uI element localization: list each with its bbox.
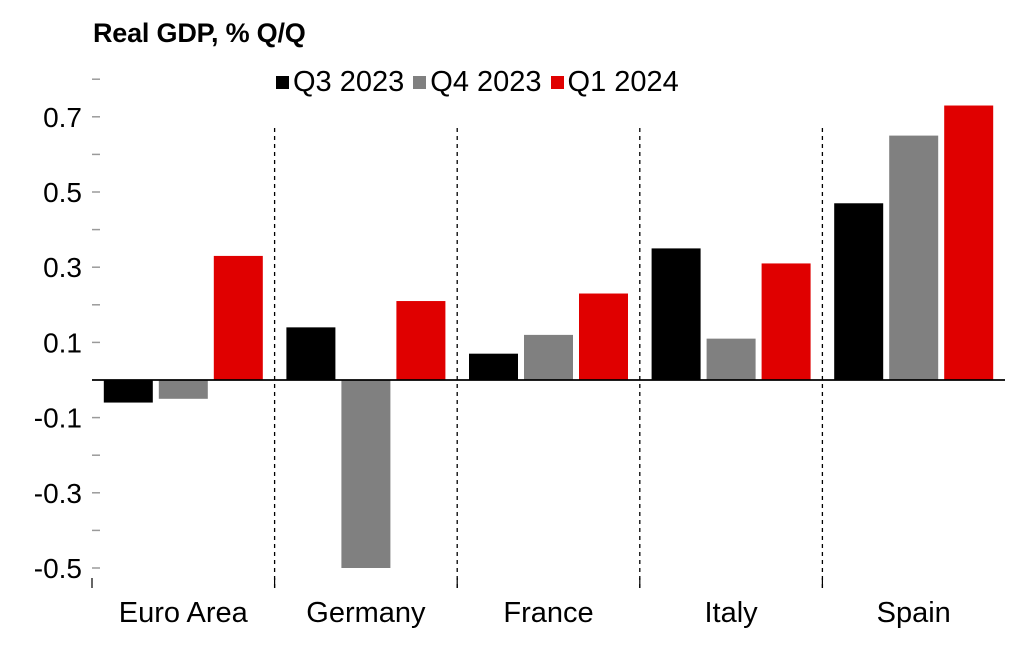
y-tick-label: 0.7 bbox=[43, 102, 82, 133]
bar-spain-q4-2023 bbox=[889, 135, 939, 380]
bar-euro-area-q3-2023 bbox=[103, 380, 153, 403]
legend-label-q4-2023: Q4 2023 bbox=[430, 66, 542, 98]
bar-italy-q4-2023 bbox=[706, 338, 756, 380]
x-tick-label: Germany bbox=[306, 597, 426, 629]
legend-item-q3-2023: Q3 2023 bbox=[276, 66, 404, 99]
bar-france-q4-2023 bbox=[524, 334, 573, 380]
bar-italy-q1-2024 bbox=[761, 263, 811, 380]
y-tick-label: -0.3 bbox=[34, 478, 82, 509]
bar-germany-q4-2023 bbox=[341, 380, 391, 568]
legend: Q3 2023 Q4 2023 Q1 2024 bbox=[276, 66, 688, 99]
bar-spain-q3-2023 bbox=[834, 203, 884, 380]
y-tick-label: 0.1 bbox=[43, 327, 82, 358]
y-tick-label: -0.1 bbox=[34, 403, 82, 434]
legend-swatch-q4-2023 bbox=[413, 76, 427, 89]
legend-item-q4-2023: Q4 2023 bbox=[413, 66, 542, 99]
legend-swatch-q1-2024 bbox=[550, 76, 564, 89]
x-tick-label: France bbox=[503, 597, 593, 629]
y-tick-label: 0.5 bbox=[43, 177, 82, 208]
bar-france-q1-2024 bbox=[579, 293, 628, 380]
y-tick-label: -0.5 bbox=[34, 553, 82, 584]
legend-swatch-q3-2023 bbox=[276, 76, 289, 89]
bar-germany-q1-2024 bbox=[396, 301, 446, 380]
bar-france-q3-2023 bbox=[469, 353, 518, 380]
legend-label-q1-2024: Q1 2024 bbox=[567, 66, 679, 98]
bar-euro-area-q4-2023 bbox=[158, 380, 208, 399]
bar-euro-area-q1-2024 bbox=[213, 255, 263, 380]
x-tick-label: Euro Area bbox=[119, 597, 249, 629]
x-tick-label: Spain bbox=[877, 597, 951, 629]
legend-item-q1-2024: Q1 2024 bbox=[550, 66, 679, 99]
x-tick-label: Italy bbox=[705, 597, 759, 629]
bar-spain-q1-2024 bbox=[944, 105, 994, 381]
bar-italy-q3-2023 bbox=[651, 248, 701, 380]
bar-germany-q3-2023 bbox=[286, 327, 336, 380]
y-tick-label: 0.3 bbox=[43, 252, 82, 283]
chart-title: Real GDP, % Q/Q bbox=[93, 18, 306, 48]
legend-label-q3-2023: Q3 2023 bbox=[293, 66, 405, 98]
